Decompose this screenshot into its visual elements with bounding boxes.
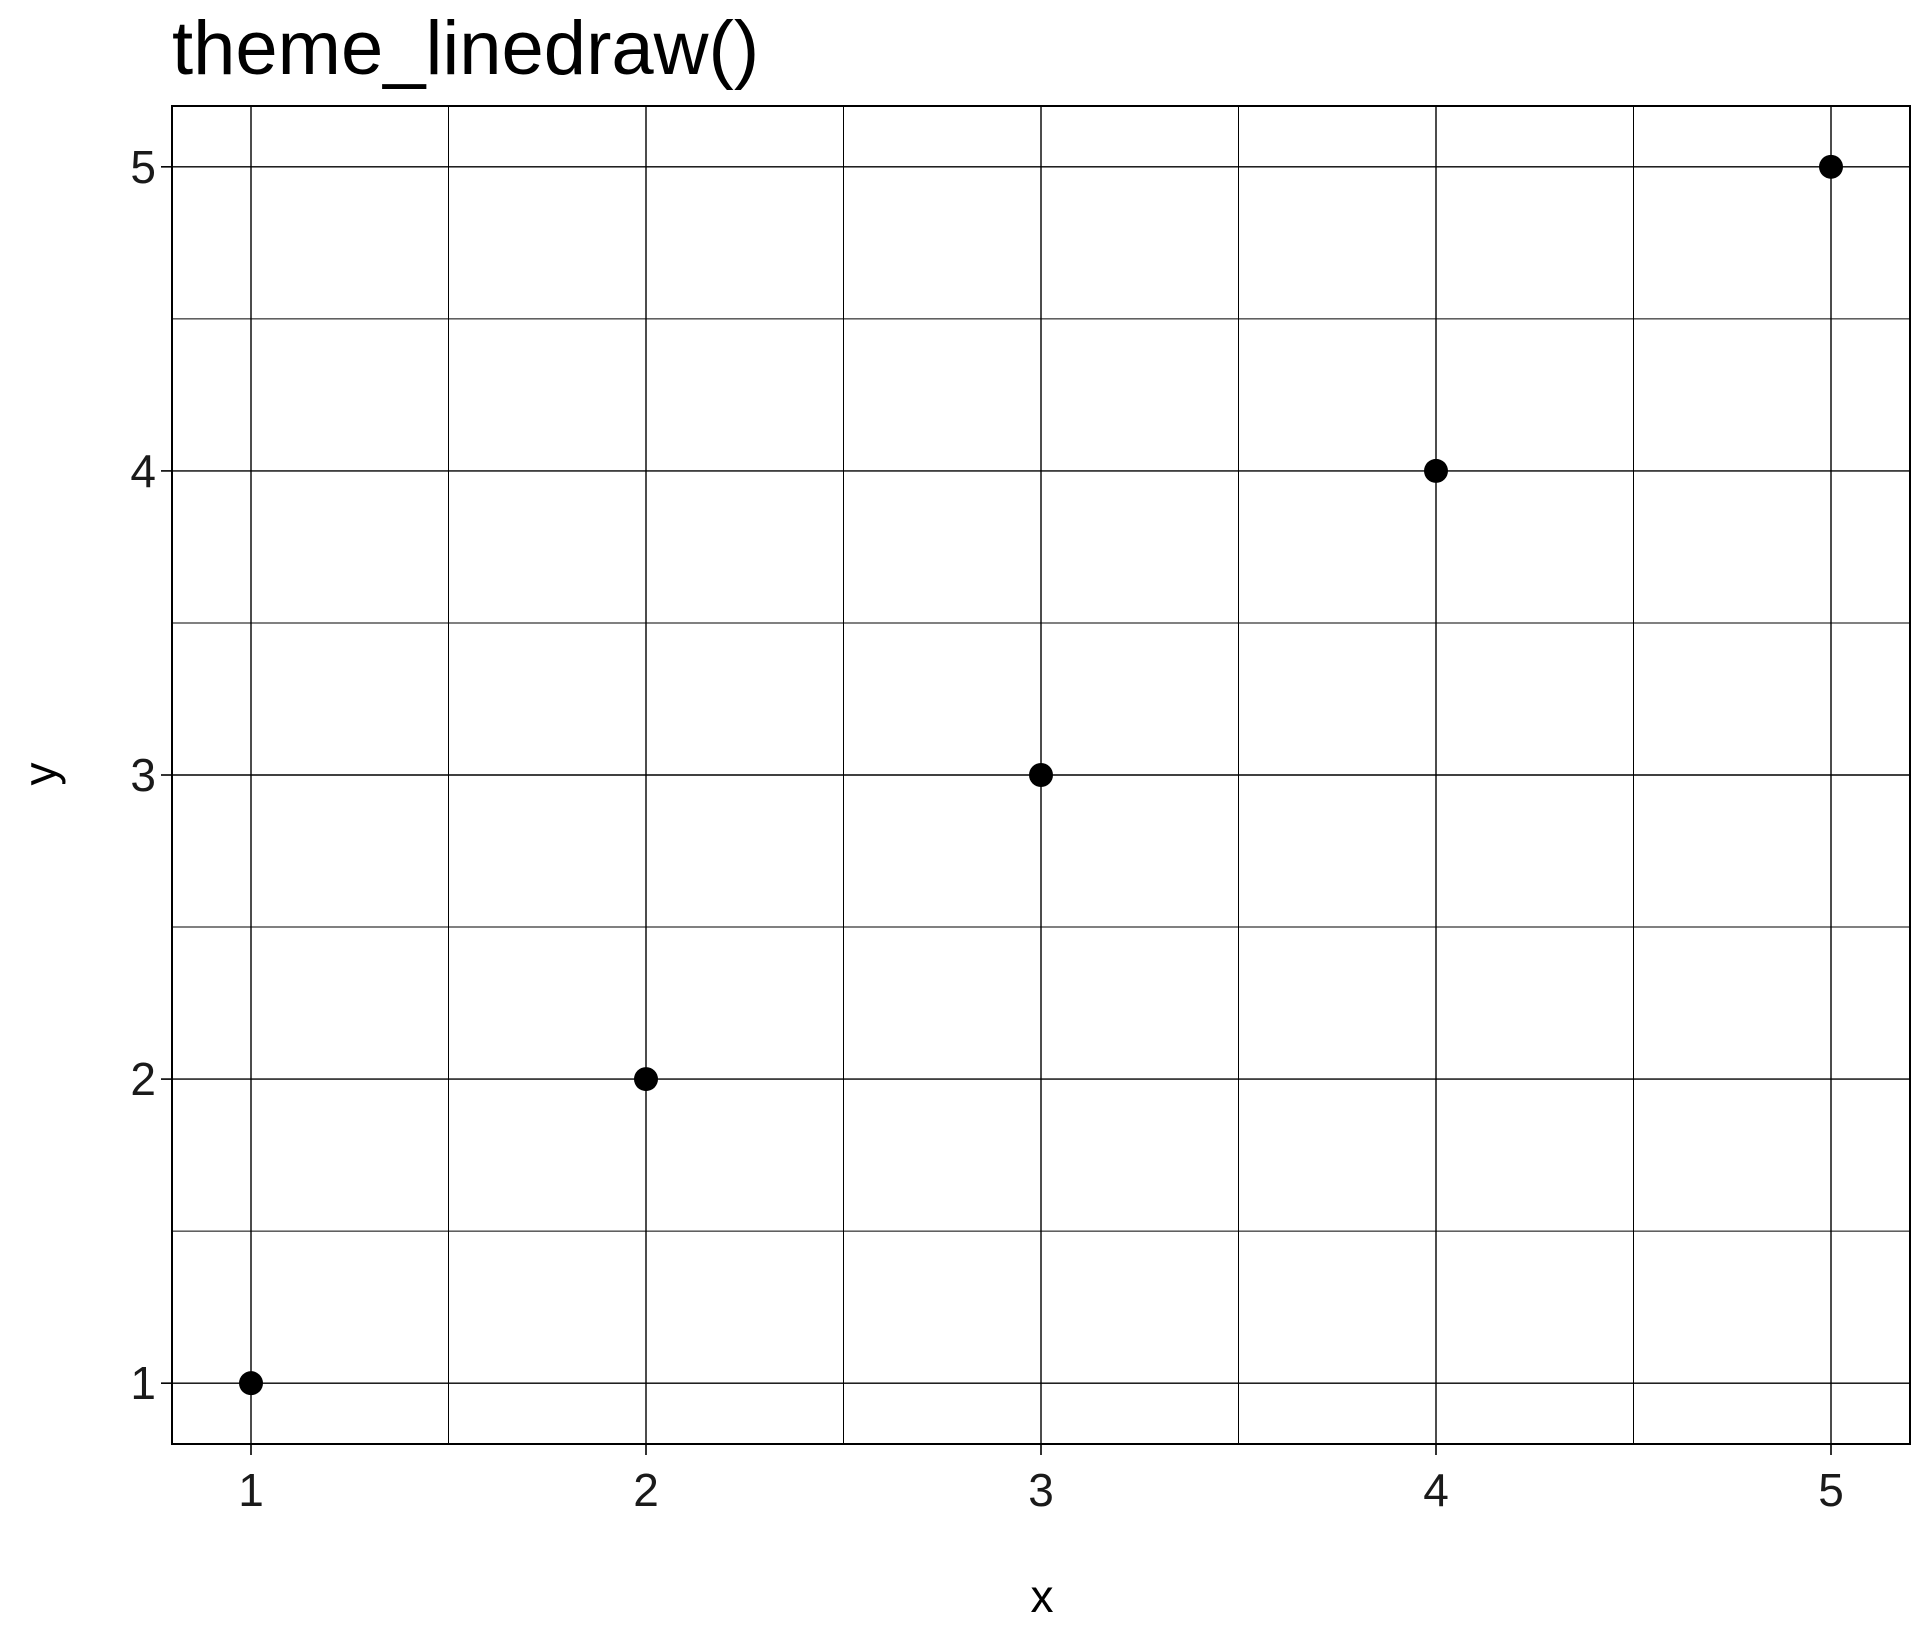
- data-points: [239, 154, 1843, 1396]
- x-axis-tick-labels: 1 2 3 4 5: [238, 1464, 1844, 1516]
- chart-title: theme_linedraw(): [172, 6, 759, 91]
- x-axis-title: x: [1031, 1570, 1054, 1622]
- x-tick-label: 4: [1423, 1464, 1449, 1516]
- x-tick-label: 1: [238, 1464, 264, 1516]
- x-tick-label: 5: [1818, 1464, 1844, 1516]
- data-point: [239, 1371, 263, 1396]
- axis-ticks: [161, 166, 1832, 1455]
- x-tick-label: 2: [633, 1464, 659, 1516]
- x-tick-label: 3: [1028, 1464, 1054, 1516]
- y-tick-label: 5: [130, 141, 156, 193]
- major-gridlines: [172, 106, 1910, 1444]
- y-tick-label: 1: [130, 1357, 156, 1409]
- data-point: [634, 1067, 658, 1092]
- y-axis-tick-labels: 1 2 3 4 5: [130, 141, 156, 1409]
- data-point: [1029, 763, 1053, 787]
- data-point: [1424, 458, 1448, 483]
- y-tick-label: 3: [130, 749, 156, 801]
- data-point: [1819, 154, 1843, 179]
- y-tick-label: 2: [130, 1053, 156, 1105]
- y-tick-label: 4: [130, 445, 156, 497]
- y-axis-title: y: [14, 763, 66, 786]
